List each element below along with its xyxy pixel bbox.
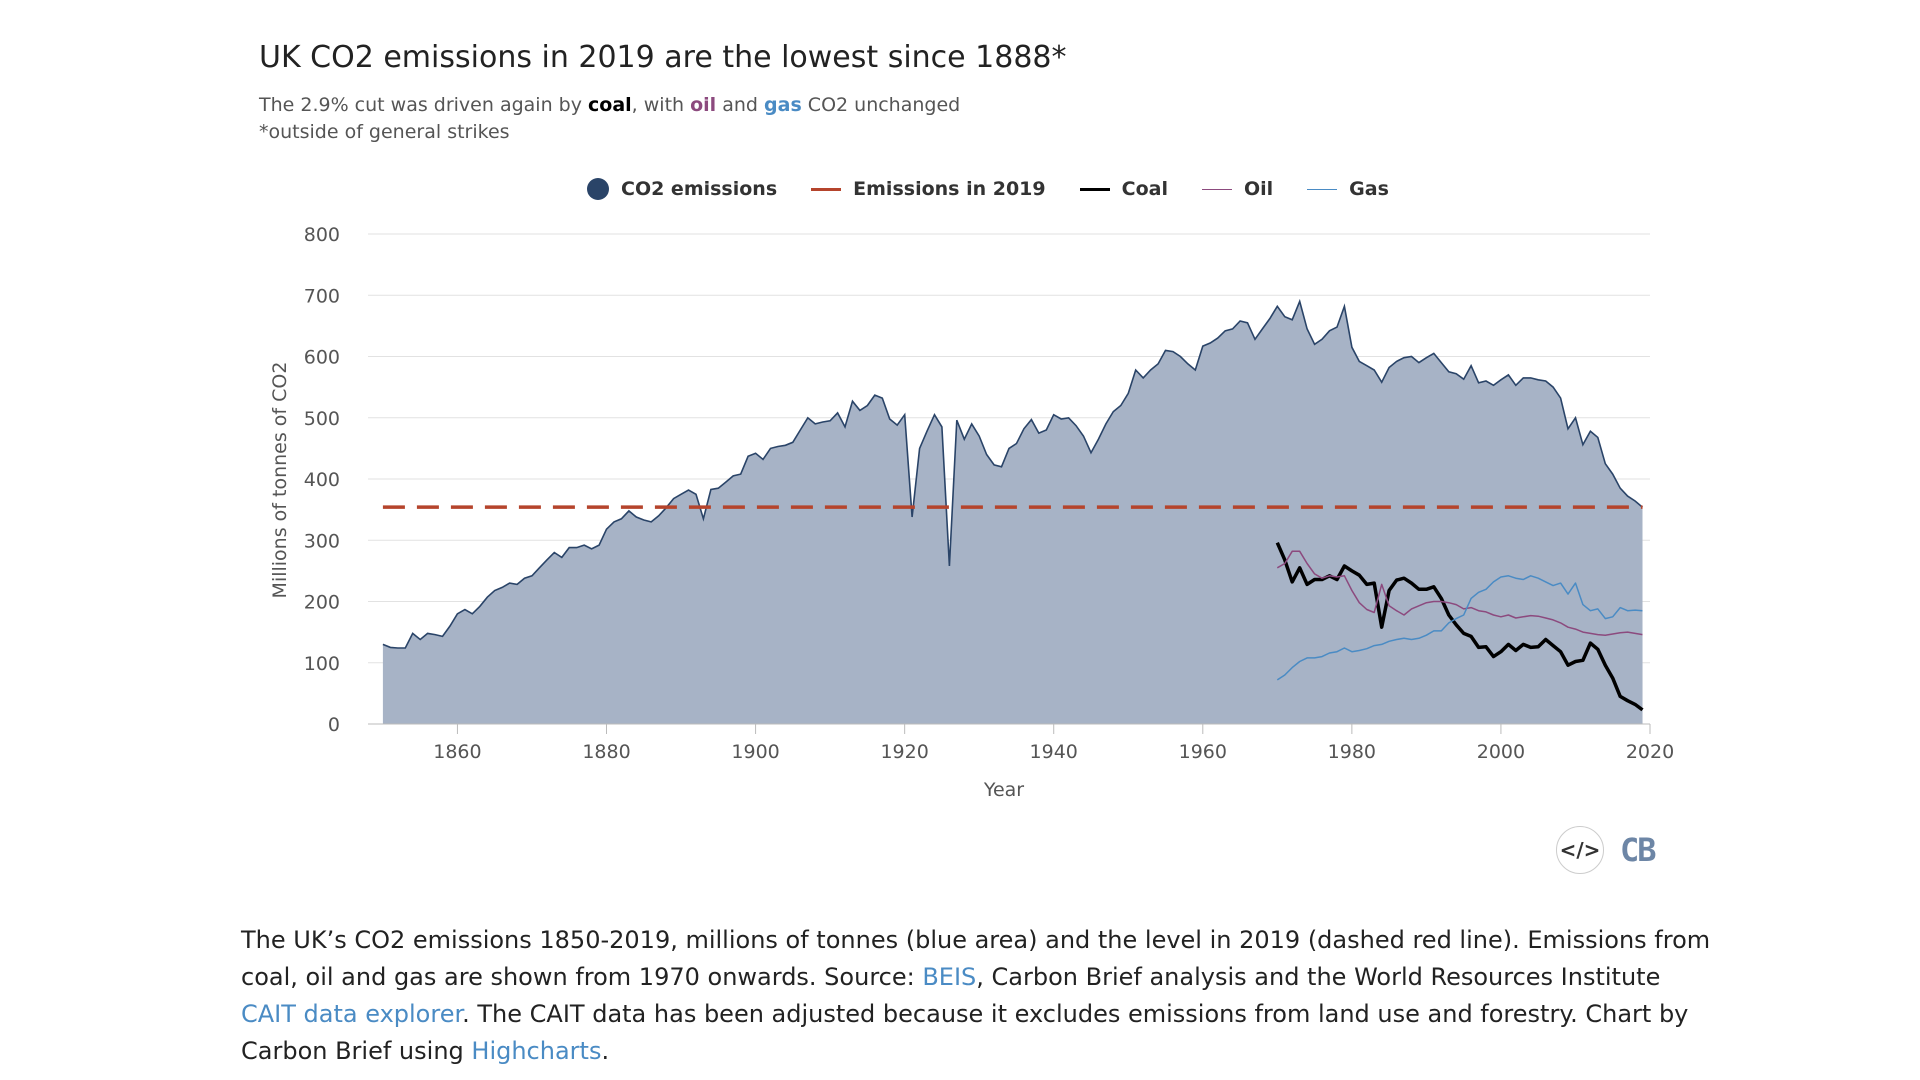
y-tick-label: 700 — [304, 285, 340, 307]
fuel-lines-group — [1275, 542, 1644, 712]
y-tick-label: 600 — [304, 347, 340, 369]
legend-marker-dot — [587, 178, 609, 200]
x-tick-label: 1920 — [880, 741, 928, 763]
legend-label: Emissions in 2019 — [853, 178, 1046, 200]
legend-label: CO2 emissions — [621, 178, 778, 200]
subtitle-oil: oil — [690, 94, 717, 116]
x-tick-label: 1880 — [582, 741, 630, 763]
subtitle-coal: coal — [588, 94, 632, 116]
subtitle-text: , with — [631, 94, 691, 116]
legend-marker-line — [1201, 188, 1232, 190]
x-tick-label: 1860 — [433, 741, 481, 763]
legend-item-emissions-2019[interactable]: Emissions in 2019 — [811, 178, 1046, 200]
co2-emissions-line — [382, 298, 1644, 649]
subtitle-text: The 2.9% cut was driven again by — [259, 94, 589, 116]
y-tick-label: 400 — [304, 469, 340, 491]
chart-footnote: *outside of general strikes — [259, 121, 510, 143]
axes-group: 0 100 200 300 400 500 600 700 800 1860 1880 1900 192… — [304, 224, 1674, 763]
y-tick-label: 500 — [304, 408, 340, 430]
legend-item-oil[interactable]: Oil — [1201, 178, 1274, 200]
chart-subtitle: The 2.9% cut was driven again by coal, w… — [259, 92, 960, 146]
co2-emissions-area — [382, 301, 1643, 724]
x-tick-label: 1900 — [731, 741, 779, 763]
highcharts-link[interactable]: Highcharts — [471, 1037, 602, 1065]
subtitle-text: and — [716, 94, 765, 116]
y-tick-label: 100 — [304, 653, 340, 675]
code-embed-icon[interactable]: </> — [1556, 826, 1604, 874]
oil-line — [1276, 550, 1643, 636]
caption-text: , Carbon Brief analysis and the World Re… — [976, 963, 1661, 991]
co2-area-group — [382, 298, 1644, 724]
legend-label: Gas — [1349, 178, 1389, 200]
x-tick-label: 1960 — [1179, 741, 1227, 763]
x-tick-label: 1940 — [1030, 741, 1078, 763]
y-tick-label: 0 — [328, 714, 340, 736]
legend-marker-line — [1079, 187, 1110, 191]
legend-item-co2-emissions[interactable]: CO2 emissions — [587, 178, 777, 200]
cait-link[interactable]: CAIT data explorer — [241, 1000, 463, 1028]
legend-item-gas[interactable]: Gas — [1307, 178, 1389, 200]
x-tick-label: 2000 — [1477, 741, 1525, 763]
chart-badges: </> CB — [1556, 826, 1657, 874]
y-tick-label: 300 — [304, 530, 340, 552]
legend-marker-line — [811, 187, 842, 191]
legend-item-coal[interactable]: Coal — [1079, 178, 1168, 200]
subtitle-gas: gas — [764, 94, 802, 116]
legend-label: Oil — [1243, 178, 1274, 200]
x-tick-label: 2020 — [1626, 741, 1674, 763]
carbon-brief-logo: CB — [1620, 831, 1657, 869]
gas-line — [1276, 575, 1643, 681]
x-tick-label: 1980 — [1328, 741, 1376, 763]
subtitle-text: CO2 unchanged — [801, 94, 961, 116]
legend-label: Coal — [1121, 178, 1168, 200]
caption-text: . The CAIT data has been adjusted becaus… — [241, 1000, 1689, 1065]
beis-link[interactable]: BEIS — [922, 963, 977, 991]
emissions-chart: 0 100 200 300 400 500 600 700 800 1860 1880 1900 192… — [269, 224, 1674, 801]
chart-legend: CO2 emissions Emissions in 2019 Coal Oil… — [587, 178, 1423, 200]
x-axis-title: Year — [983, 779, 1024, 801]
legend-marker-line — [1307, 188, 1338, 190]
y-tick-label: 200 — [304, 592, 340, 614]
y-axis-title: Millions of tonnes of CO2 — [269, 362, 291, 599]
chart-title: UK CO2 emissions in 2019 are the lowest … — [259, 40, 1067, 75]
y-tick-label: 800 — [304, 224, 340, 246]
caption-text: . — [601, 1037, 610, 1065]
caption-text: The UK’s CO2 emissions 1850-2019, millio… — [241, 926, 1711, 991]
chart-caption: The UK’s CO2 emissions 1850-2019, millio… — [241, 922, 1721, 1070]
